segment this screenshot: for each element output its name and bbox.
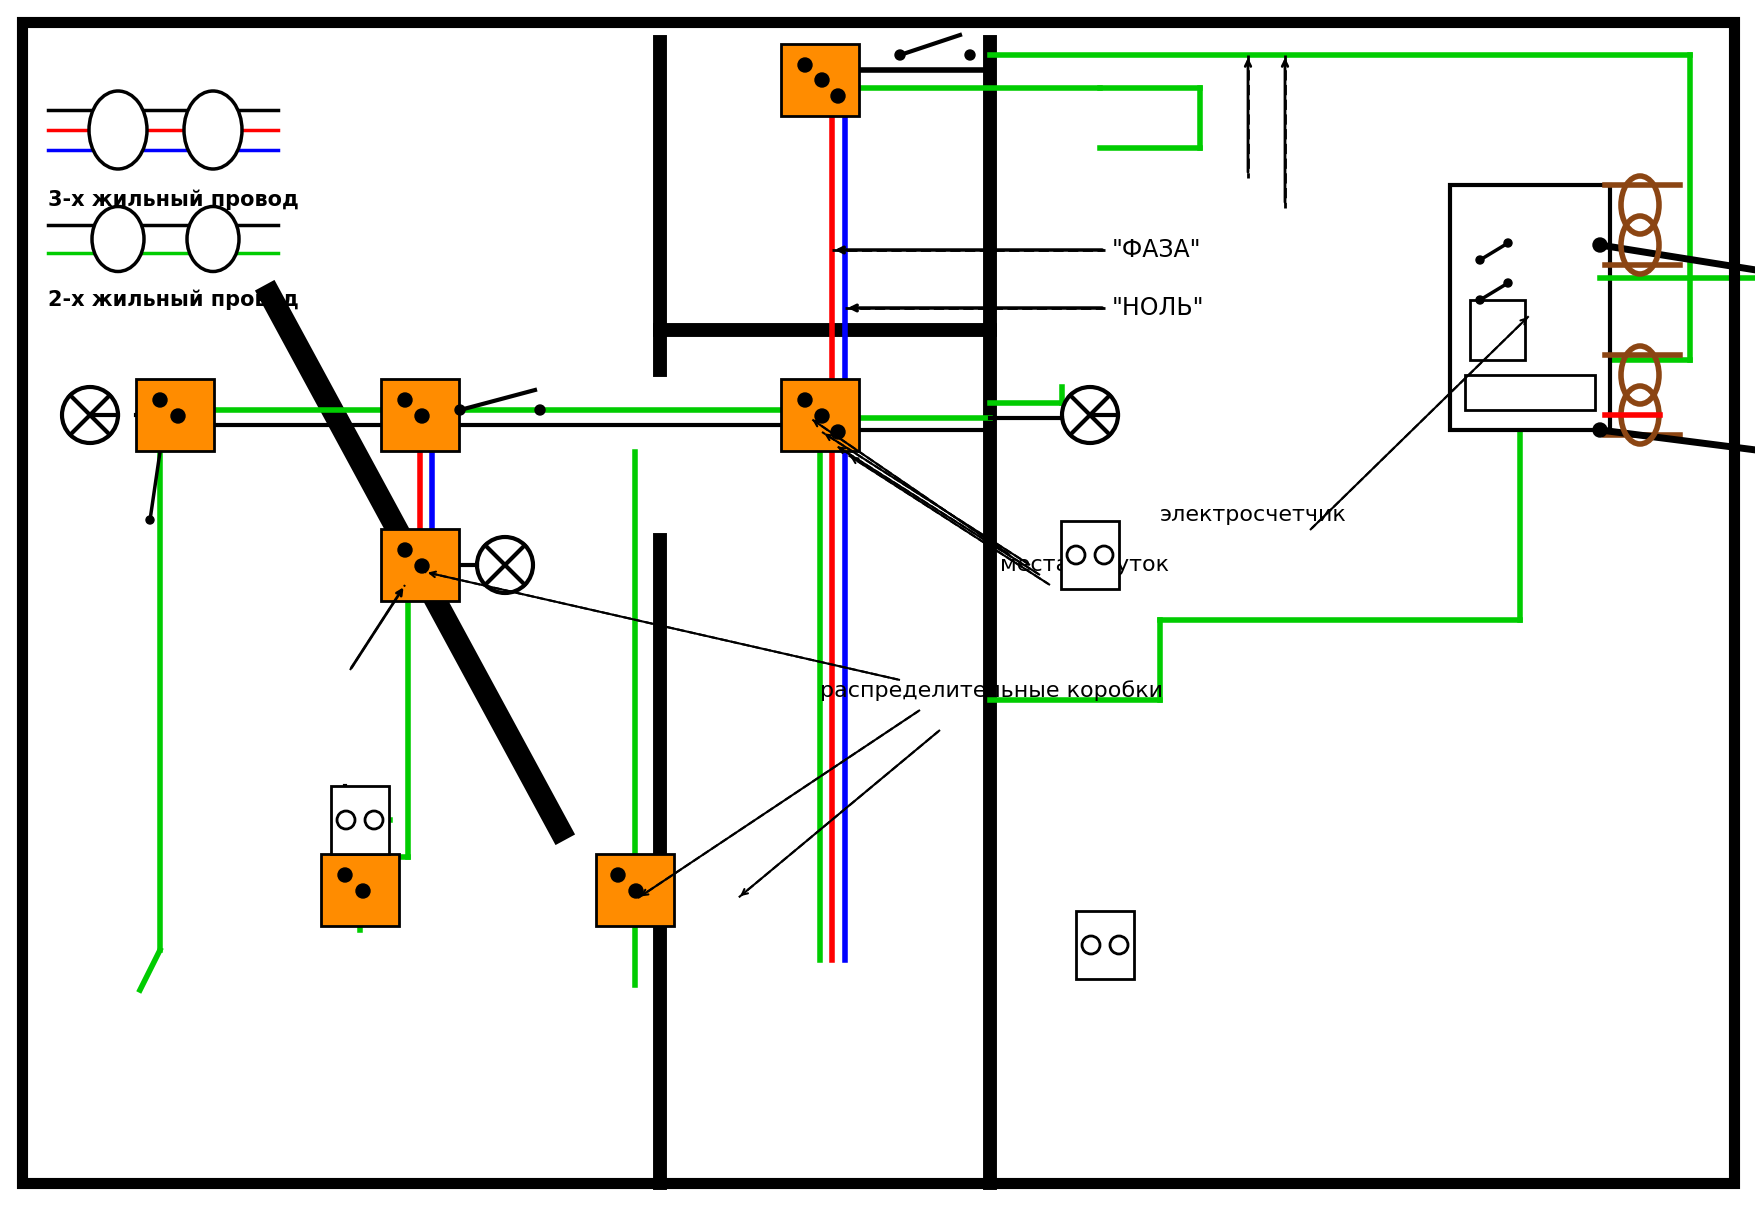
Circle shape — [398, 543, 412, 557]
Ellipse shape — [184, 92, 242, 169]
Circle shape — [797, 393, 811, 407]
Ellipse shape — [91, 206, 144, 271]
Circle shape — [455, 405, 465, 415]
Bar — [330, 786, 390, 854]
Bar — [1060, 521, 1118, 589]
Circle shape — [814, 74, 828, 87]
Text: 3-х жильный провод: 3-х жильный провод — [47, 190, 298, 211]
Circle shape — [365, 811, 383, 829]
Circle shape — [797, 58, 811, 72]
Circle shape — [895, 49, 904, 60]
Bar — [321, 854, 398, 925]
Text: 2-х жильный провод: 2-х жильный провод — [47, 290, 298, 311]
Circle shape — [337, 868, 351, 882]
Circle shape — [1095, 546, 1113, 564]
Circle shape — [1502, 239, 1511, 247]
Circle shape — [1592, 239, 1606, 252]
Circle shape — [830, 425, 844, 439]
Text: "НОЛЬ": "НОЛЬ" — [1111, 296, 1204, 321]
Bar — [595, 854, 674, 925]
Circle shape — [170, 408, 184, 423]
Ellipse shape — [186, 206, 239, 271]
Circle shape — [1476, 255, 1483, 264]
Circle shape — [1109, 936, 1127, 954]
Circle shape — [535, 405, 544, 415]
Circle shape — [1592, 423, 1606, 437]
Circle shape — [628, 884, 642, 898]
Circle shape — [146, 516, 154, 524]
Circle shape — [814, 408, 828, 423]
Bar — [1464, 375, 1594, 410]
Circle shape — [414, 559, 428, 574]
Ellipse shape — [90, 92, 147, 169]
Circle shape — [398, 393, 412, 407]
Text: распределительные коробки: распределительные коробки — [820, 680, 1162, 701]
Circle shape — [830, 89, 844, 102]
Circle shape — [337, 811, 355, 829]
Bar — [1469, 300, 1523, 360]
Text: места скруток: места скруток — [999, 556, 1169, 575]
Bar — [781, 380, 858, 451]
Bar — [781, 45, 858, 116]
Bar — [135, 380, 214, 451]
Bar — [381, 529, 458, 601]
Bar — [1450, 186, 1609, 430]
Text: электросчетчик: электросчетчик — [1160, 505, 1346, 525]
Text: "ФАЗА": "ФАЗА" — [1111, 239, 1200, 261]
Circle shape — [1067, 546, 1085, 564]
Circle shape — [1476, 296, 1483, 304]
Circle shape — [414, 408, 428, 423]
Circle shape — [1502, 280, 1511, 287]
Bar — [381, 380, 458, 451]
Circle shape — [965, 49, 974, 60]
Circle shape — [356, 884, 370, 898]
Circle shape — [1081, 936, 1099, 954]
Circle shape — [611, 868, 625, 882]
Circle shape — [153, 393, 167, 407]
Bar — [1076, 911, 1134, 978]
